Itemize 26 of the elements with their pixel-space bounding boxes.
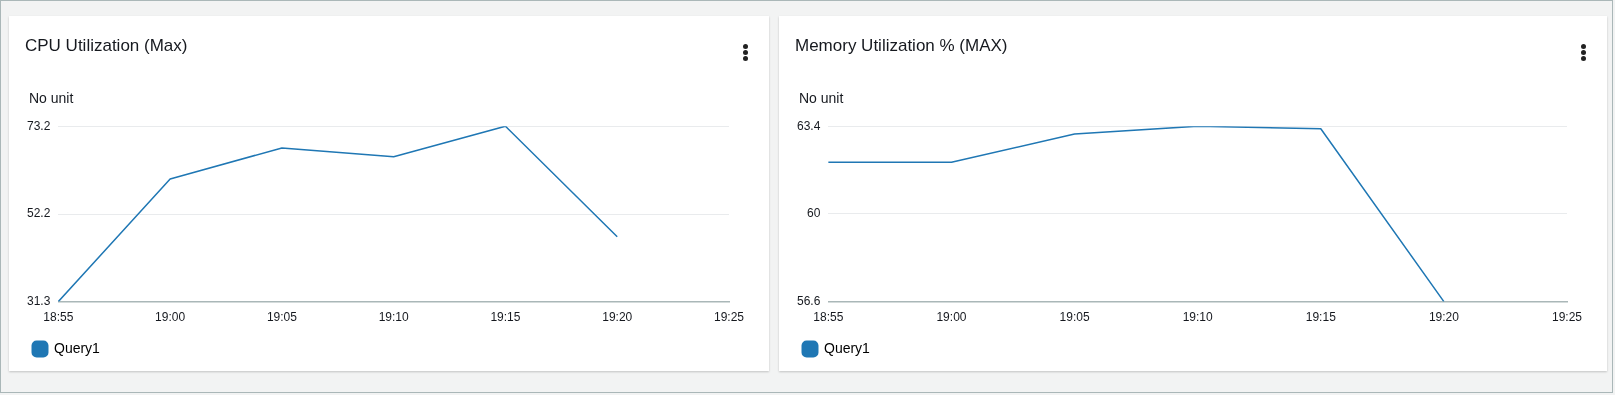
y-tick-label: 60 (807, 206, 821, 221)
legend-label: Query1 (54, 339, 101, 356)
x-tick-label: 19:10 (1182, 310, 1214, 325)
x-tick-label: 19:00 (936, 310, 967, 325)
y-tick-label: 73.2 (27, 118, 51, 133)
x-tick-label: 19:25 (713, 310, 745, 325)
x-tick-label: 18:55 (43, 310, 74, 325)
x-tick-label: 19:15 (1305, 310, 1337, 325)
x-tick-label: 18:55 (813, 310, 844, 325)
legend-label: Query1 (824, 339, 871, 356)
y-tick-label: 63.4 (797, 118, 821, 133)
y-tick-label: 31.3 (27, 293, 51, 308)
x-tick-label: 19:05 (266, 310, 298, 325)
y-axis-title: No unit (799, 90, 844, 106)
y-tick-label: 56.6 (797, 293, 821, 308)
x-tick-label: 19:05 (1059, 310, 1090, 325)
x-tick-label: 19:15 (490, 310, 521, 325)
x-tick-label: 19:20 (1428, 310, 1460, 325)
y-tick-label: 52.2 (27, 206, 51, 221)
x-tick-label: 19:00 (155, 310, 186, 325)
x-tick-label: 19:10 (378, 310, 410, 325)
x-tick-label: 19:25 (1551, 310, 1583, 325)
y-axis-title: No unit (29, 90, 74, 106)
x-tick-label: 19:20 (602, 310, 633, 325)
chart-title: Memory Utilization % (MAX) (795, 36, 1008, 56)
chart-title: CPU Utilization (Max) (25, 36, 188, 56)
